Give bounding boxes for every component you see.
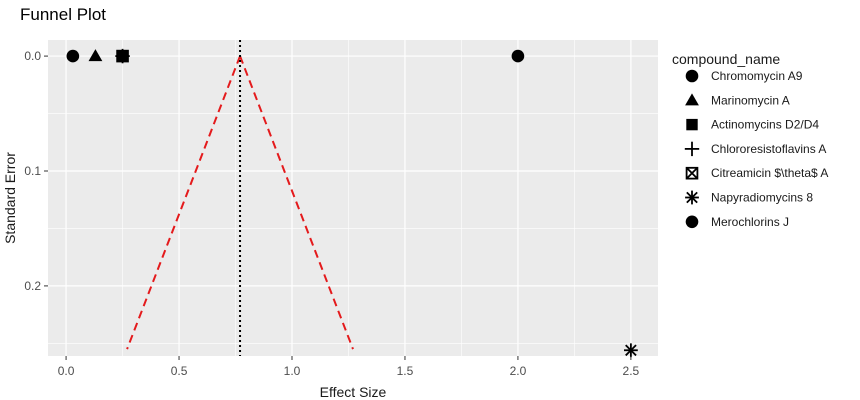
y-axis-ticks: 0.0 0.1 0.2	[24, 49, 48, 293]
x-tick-label: 0.5	[171, 364, 188, 378]
x-axis-ticks: 0.0 0.5 1.0 1.5 2.0 2.5	[58, 356, 640, 378]
x-tick-label: 0.0	[58, 364, 75, 378]
legend-item: Napyradiomycins 8	[685, 191, 813, 205]
data-point-circle	[511, 49, 525, 63]
legend-title: compound_name	[672, 51, 780, 67]
legend-label: Napyradiomycins 8	[711, 191, 813, 205]
x-tick-label: 2.0	[510, 364, 527, 378]
grid-lines	[48, 40, 658, 356]
funnel-right-line	[239, 55, 354, 350]
funnel-left-line	[126, 55, 241, 350]
x-axis-title: Effect Size	[320, 384, 387, 400]
legend-label: Merochlorins J	[711, 215, 789, 229]
data-point-asterisk	[623, 343, 638, 358]
data-point-circle	[66, 49, 80, 63]
x-tick-label: 1.0	[284, 364, 301, 378]
data-point-square-x	[116, 49, 129, 63]
x-tick-label: 1.5	[397, 364, 414, 378]
legend: compound_name Chromomycin A9 Marinomycin …	[672, 51, 828, 229]
legend-item: Merochlorins J	[685, 215, 789, 229]
legend-marker-plus	[684, 141, 700, 157]
legend-item: Citreamicin $\theta$ A	[685, 166, 828, 180]
legend-marker-triangle	[685, 93, 699, 106]
legend-label: Actinomycins D2/D4	[711, 118, 819, 132]
plot-panel	[48, 40, 658, 356]
legend-marker-square-x	[685, 166, 699, 180]
chart-title: Funnel Plot	[20, 5, 106, 24]
legend-label: Chromomycin A9	[711, 69, 803, 83]
legend-item: Chlororesistoflavins A	[684, 141, 826, 157]
legend-marker-circle	[685, 215, 699, 229]
legend-item: Chromomycin A9	[685, 69, 803, 83]
legend-label: Marinomycin A	[711, 93, 790, 107]
y-tick-label: 0.0	[24, 49, 41, 63]
y-tick-label: 0.2	[24, 279, 41, 293]
legend-marker-square	[686, 118, 698, 131]
legend-item: Marinomycin A	[685, 93, 790, 107]
y-axis-title: Standard Error	[2, 152, 18, 244]
legend-marker-circle	[685, 69, 699, 83]
legend-item: Actinomycins D2/D4	[686, 118, 819, 132]
legend-marker-asterisk	[685, 190, 699, 205]
y-tick-label: 0.1	[24, 164, 41, 178]
legend-label: Citreamicin $\theta$ A	[711, 166, 828, 180]
funnel-lines	[126, 55, 354, 350]
data-point-triangle	[88, 49, 103, 62]
data-points	[66, 48, 638, 358]
legend-label: Chlororesistoflavins A	[711, 142, 826, 156]
x-tick-label: 2.5	[623, 364, 640, 378]
